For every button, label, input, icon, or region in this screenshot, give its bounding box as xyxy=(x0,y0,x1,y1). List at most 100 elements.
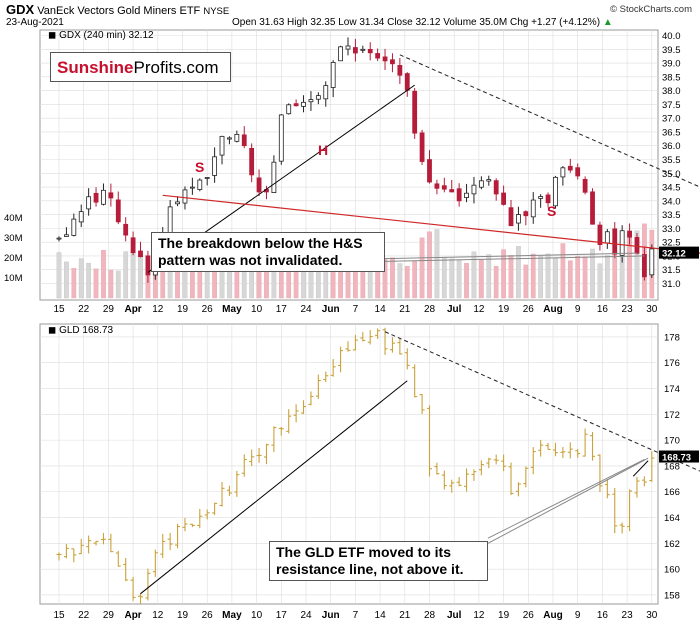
gdx-candle-body xyxy=(641,254,647,278)
gld-last-value: 168.73 xyxy=(662,453,691,464)
gdx-candle-body xyxy=(649,248,655,276)
gdx-y-tick-label: 33.0 xyxy=(662,224,681,235)
gdx-x-tick-label: 29 xyxy=(103,304,115,315)
volume-bar xyxy=(138,254,143,299)
gdx-candle-body xyxy=(486,179,492,182)
gdx-x-tick-label: 23 xyxy=(622,304,634,315)
gdx-y-tick-label: 38.5 xyxy=(662,72,681,83)
gld-x-tick-label: 24 xyxy=(300,610,312,621)
volume-bar xyxy=(419,237,425,299)
gdx-candle-body xyxy=(323,85,329,100)
gdx-candle-body xyxy=(553,176,558,207)
gld-rising-support-line xyxy=(140,380,408,595)
gdx-y-tick-label: 34.5 xyxy=(662,183,681,194)
gld-x-tick-label: 14 xyxy=(375,610,387,621)
gld-ohlc-bars xyxy=(56,327,655,604)
gdx-candle-body xyxy=(367,48,373,54)
volume-bar xyxy=(471,251,477,299)
gdx-y-tick-label: 35.0 xyxy=(662,169,681,180)
gdx-candle-body xyxy=(234,133,240,142)
gdx-candle-body xyxy=(567,165,573,171)
volume-bar xyxy=(397,263,403,299)
gld-legend: ◼ GLD 168.73 xyxy=(48,325,113,336)
gdx-candle-body xyxy=(219,135,225,156)
gdx-x-tick-label: 30 xyxy=(646,304,658,315)
gld-x-tick-label: May xyxy=(222,610,242,621)
gdx-candle-body xyxy=(86,196,92,210)
gdx-candle-body xyxy=(175,201,180,205)
gld-x-tick-label: Jul xyxy=(447,610,462,621)
gdx-candle-body xyxy=(397,65,403,76)
gdx-x-tick-label: Jun xyxy=(322,304,340,315)
gld-callout-leader xyxy=(487,457,649,544)
volume-bar xyxy=(427,231,432,299)
volume-bar xyxy=(597,263,603,299)
gdx-candle-body xyxy=(612,228,618,255)
gdx-candle-body xyxy=(138,250,143,258)
volume-bar xyxy=(501,249,506,299)
gdx-candle-body xyxy=(227,137,232,140)
gdx-candle-body xyxy=(345,45,351,50)
gdx-candle-body xyxy=(575,167,581,177)
gld-x-tick-label: 29 xyxy=(103,610,115,621)
gdx-y-tick-label: 36.0 xyxy=(662,141,681,152)
gld-x-tick-label: 28 xyxy=(424,610,436,621)
gdx-x-tick-label: 12 xyxy=(473,304,485,315)
gdx-candle-body xyxy=(204,177,210,179)
gld-x-tick-label: 7 xyxy=(353,610,359,621)
gdx-candle-body xyxy=(189,186,195,189)
volume-bar xyxy=(604,255,610,299)
gld-x-tick-label: Jun xyxy=(322,610,340,621)
gld-y-tick-label: 170 xyxy=(664,436,680,447)
gdx-candle-body xyxy=(404,73,410,91)
gdx-candle-body xyxy=(197,179,203,190)
volume-bar xyxy=(338,271,343,299)
gdx-falling-resistance-line xyxy=(399,54,700,188)
gdx-y-tick-label: 31.0 xyxy=(662,279,681,290)
gdx-y-tick-label: 37.5 xyxy=(662,100,681,111)
gdx-candle-body xyxy=(315,95,321,100)
gdx-candle-body xyxy=(516,214,521,224)
gdx-candle-body xyxy=(271,161,277,193)
ticker-symbol: GDX xyxy=(6,2,35,17)
gdx-x-tick-label: 16 xyxy=(597,304,609,315)
gld-y-tick-label: 168 xyxy=(664,461,680,472)
gdx-y-tick-label: 33.5 xyxy=(662,210,681,221)
gld-x-tick-label: 19 xyxy=(177,610,189,621)
gdx-candle-body xyxy=(441,185,447,190)
volume-bar xyxy=(486,254,492,299)
gdx-candle-body xyxy=(478,180,484,188)
gdx-candle-body xyxy=(352,47,358,54)
volume-bar xyxy=(115,270,121,299)
gdx-x-tick-label: Apr xyxy=(124,304,141,315)
gdx-x-tick-label: 26 xyxy=(202,304,214,315)
gdx-y-tick-label: 34.0 xyxy=(662,196,681,207)
volume-bar xyxy=(523,264,529,299)
gdx-candle-body xyxy=(249,147,255,176)
volume-bar xyxy=(375,270,380,299)
gdx-candle-body xyxy=(278,114,284,162)
volume-bar xyxy=(545,253,551,299)
volume-bar xyxy=(590,248,595,299)
gdx-x-tick-label: 10 xyxy=(251,304,263,315)
volume-tick-label: 40M xyxy=(4,213,23,224)
gdx-y-tick-label: 39.5 xyxy=(662,45,681,56)
volume-bar xyxy=(456,259,462,299)
volume-bar xyxy=(123,251,129,299)
gld-x-tick-label: 17 xyxy=(276,610,288,621)
gdx-candle-body xyxy=(301,101,306,107)
gld-y-tick-label: 162 xyxy=(664,539,680,550)
gld-y-tick-label: 160 xyxy=(664,565,680,576)
gdx-candle-body xyxy=(293,103,299,107)
gdx-candle-body xyxy=(167,206,173,235)
volume-bar xyxy=(108,269,114,299)
gdx-candle-body xyxy=(501,192,507,205)
gdx-candle-body xyxy=(123,223,129,236)
gdx-x-tick-label: Jul xyxy=(447,304,462,315)
gld-falling-resistance-line xyxy=(384,331,700,472)
volume-bar xyxy=(516,246,521,299)
gdx-candle-body xyxy=(390,59,395,65)
gdx-candle-body xyxy=(464,192,469,199)
copyright: © StockCharts.com xyxy=(610,4,692,15)
gdx-candle-body xyxy=(145,255,151,276)
